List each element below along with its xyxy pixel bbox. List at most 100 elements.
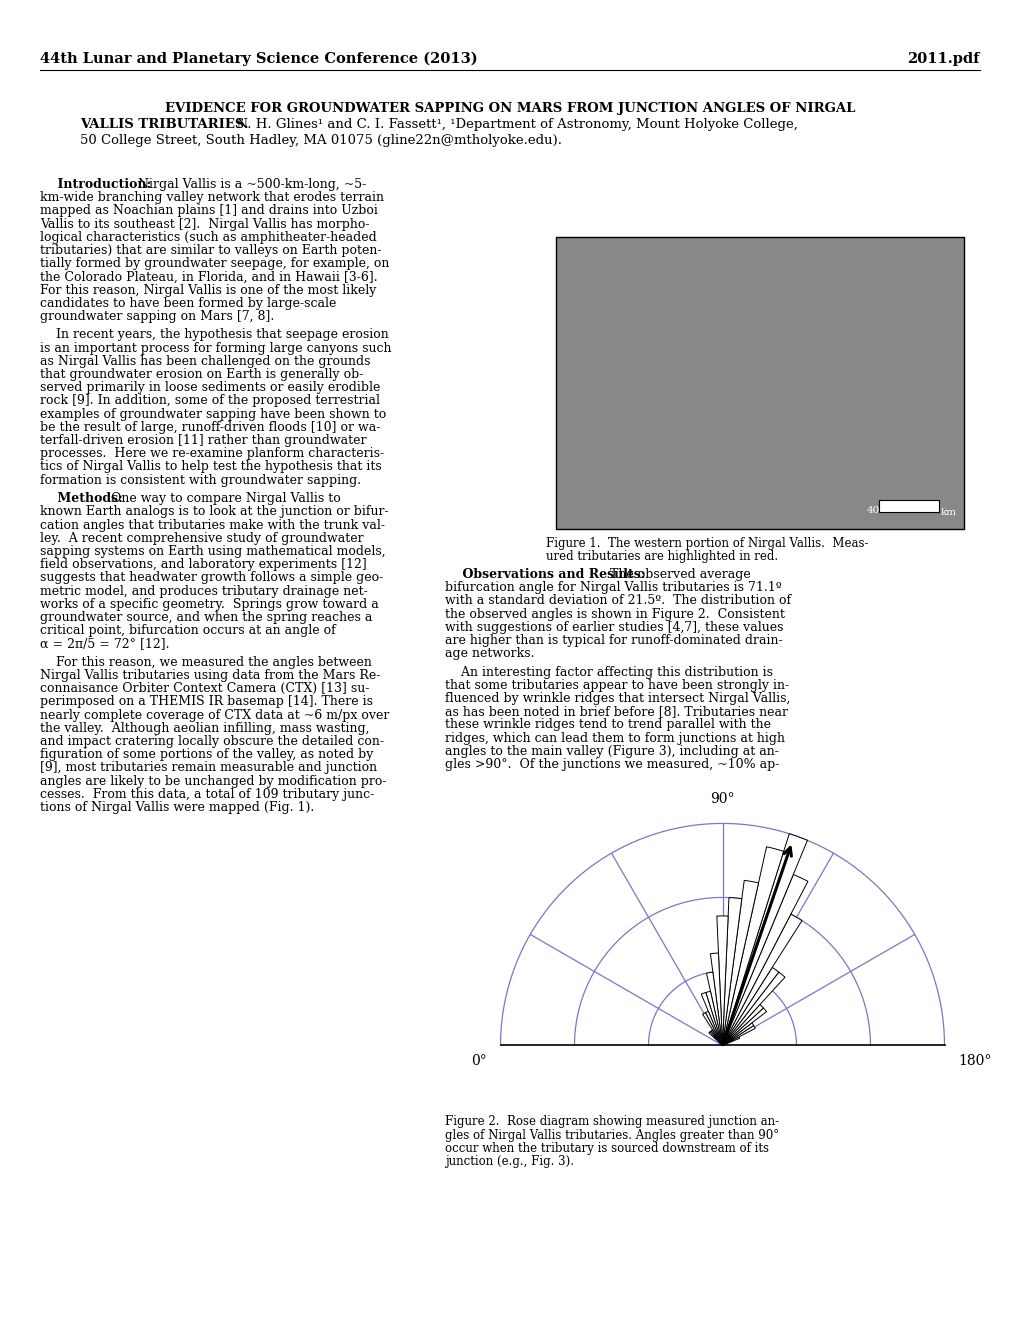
FancyBboxPatch shape	[555, 238, 963, 529]
Text: tics of Nirgal Vallis to help test the hypothesis that its: tics of Nirgal Vallis to help test the h…	[40, 461, 381, 474]
Polygon shape	[721, 898, 741, 1045]
Polygon shape	[721, 1023, 753, 1045]
Text: connaisance Orbiter Context Camera (CTX) [13] su-: connaisance Orbiter Context Camera (CTX)…	[40, 682, 369, 696]
Text: tions of Nirgal Vallis were mapped (Fig. 1).: tions of Nirgal Vallis were mapped (Fig.…	[40, 801, 314, 814]
Text: processes.  Here we re-examine planform characteris-: processes. Here we re-examine planform c…	[40, 447, 384, 461]
Text: Figure 2.  Rose diagram showing measured junction an-: Figure 2. Rose diagram showing measured …	[444, 1115, 779, 1129]
Text: and impact cratering locally obscure the detailed con-: and impact cratering locally obscure the…	[40, 735, 383, 748]
Polygon shape	[709, 1031, 721, 1045]
Text: 180°: 180°	[957, 1055, 990, 1068]
Text: examples of groundwater sapping have been shown to: examples of groundwater sapping have bee…	[40, 408, 386, 421]
Text: logical characteristics (such as amphitheater-headed: logical characteristics (such as amphith…	[40, 231, 376, 244]
Text: are higher than is typical for runoff-dominated drain-: are higher than is typical for runoff-do…	[444, 634, 782, 647]
Text: cation angles that tributaries make with the trunk val-: cation angles that tributaries make with…	[40, 519, 384, 532]
Polygon shape	[709, 953, 721, 1045]
Text: gles >90°.  Of the junctions we measured, ~10% ap-: gles >90°. Of the junctions we measured,…	[444, 758, 779, 771]
Text: ured tributaries are highlighted in red.: ured tributaries are highlighted in red.	[545, 550, 777, 564]
Polygon shape	[721, 880, 758, 1045]
Text: groundwater source, and when the spring reaches a: groundwater source, and when the spring …	[40, 611, 372, 624]
Text: Vallis to its southeast [2].  Nirgal Vallis has morpho-: Vallis to its southeast [2]. Nirgal Vall…	[40, 218, 369, 231]
Polygon shape	[721, 1008, 766, 1045]
Polygon shape	[706, 972, 721, 1045]
Text: junction (e.g., Fig. 3).: junction (e.g., Fig. 3).	[444, 1155, 574, 1168]
Text: perimposed on a THEMIS IR basemap [14]. There is: perimposed on a THEMIS IR basemap [14]. …	[40, 696, 373, 709]
Polygon shape	[716, 916, 728, 1045]
Text: In recent years, the hypothesis that seepage erosion: In recent years, the hypothesis that see…	[40, 329, 388, 342]
Text: that some tributaries appear to have been strongly in-: that some tributaries appear to have bee…	[444, 678, 789, 692]
Text: 40: 40	[866, 506, 879, 515]
Text: ridges, which can lead them to form junctions at high: ridges, which can lead them to form junc…	[444, 731, 785, 744]
Text: tially formed by groundwater seepage, for example, on: tially formed by groundwater seepage, fo…	[40, 257, 389, 271]
Text: terfall-driven erosion [11] rather than groundwater: terfall-driven erosion [11] rather than …	[40, 434, 366, 447]
Polygon shape	[721, 968, 779, 1045]
Text: candidates to have been formed by large-scale: candidates to have been formed by large-…	[40, 297, 336, 310]
Text: age networks.: age networks.	[444, 647, 534, 660]
Text: is an important process for forming large canyons such: is an important process for forming larg…	[40, 342, 391, 355]
Text: with suggestions of earlier studies [4,7], these values: with suggestions of earlier studies [4,7…	[444, 620, 783, 634]
Text: km-wide branching valley network that erodes terrain: km-wide branching valley network that er…	[40, 191, 383, 205]
Text: rock [9]. In addition, some of the proposed terrestrial: rock [9]. In addition, some of the propo…	[40, 395, 380, 408]
Text: the valley.  Although aeolian infilling, mass wasting,: the valley. Although aeolian infilling, …	[40, 722, 369, 735]
Text: Methods:: Methods:	[40, 492, 122, 506]
Polygon shape	[705, 991, 721, 1045]
Text: gles of Nirgal Vallis tributaries. Angles greater than 90°: gles of Nirgal Vallis tributaries. Angle…	[444, 1129, 779, 1142]
Text: that groundwater erosion on Earth is generally ob-: that groundwater erosion on Earth is gen…	[40, 368, 363, 381]
Text: 50 College Street, South Hadley, MA 01075 (gline22n@mtholyoke.edu).: 50 College Street, South Hadley, MA 0107…	[79, 135, 561, 147]
Text: with a standard deviation of 21.5º.  The distribution of: with a standard deviation of 21.5º. The …	[444, 594, 791, 607]
Text: suggests that headwater growth follows a simple geo-: suggests that headwater growth follows a…	[40, 572, 383, 585]
Text: For this reason, we measured the angles between: For this reason, we measured the angles …	[40, 656, 372, 669]
Polygon shape	[710, 1030, 721, 1045]
Text: α = 2π/5 = 72° [12].: α = 2π/5 = 72° [12].	[40, 638, 169, 651]
Text: Observations and Results:: Observations and Results:	[444, 568, 645, 581]
Text: groundwater sapping on Mars [7, 8].: groundwater sapping on Mars [7, 8].	[40, 310, 274, 323]
Text: VALLIS TRIBUTARIES.: VALLIS TRIBUTARIES.	[79, 117, 249, 131]
Text: tributaries) that are similar to valleys on Earth poten-: tributaries) that are similar to valleys…	[40, 244, 381, 257]
Text: occur when the tributary is sourced downstream of its: occur when the tributary is sourced down…	[444, 1142, 768, 1155]
Text: 2011.pdf: 2011.pdf	[907, 51, 979, 66]
Text: km: km	[941, 508, 956, 517]
Text: Nirgal Vallis is a ~500-km-long, ~5-: Nirgal Vallis is a ~500-km-long, ~5-	[135, 178, 366, 191]
Text: mapped as Noachian plains [1] and drains into Uzboi: mapped as Noachian plains [1] and drains…	[40, 205, 377, 218]
Text: 0°: 0°	[471, 1055, 487, 1068]
Text: formation is consistent with groundwater sapping.: formation is consistent with groundwater…	[40, 474, 361, 487]
Text: works of a specific geometry.  Springs grow toward a: works of a specific geometry. Springs gr…	[40, 598, 378, 611]
Text: be the result of large, runoff-driven floods [10] or wa-: be the result of large, runoff-driven fl…	[40, 421, 380, 434]
Text: the observed angles is shown in Figure 2.  Consistent: the observed angles is shown in Figure 2…	[444, 607, 784, 620]
Text: An interesting factor affecting this distribution is: An interesting factor affecting this dis…	[444, 665, 772, 678]
Text: metric model, and produces tributary drainage net-: metric model, and produces tributary dra…	[40, 585, 368, 598]
Polygon shape	[721, 1005, 762, 1045]
Text: these wrinkle ridges tend to trend parallel with the: these wrinkle ridges tend to trend paral…	[444, 718, 770, 731]
Text: 44th Lunar and Planetary Science Conference (2013): 44th Lunar and Planetary Science Confere…	[40, 51, 477, 66]
Polygon shape	[721, 1026, 755, 1045]
Text: The observed average: The observed average	[605, 568, 750, 581]
Text: [9], most tributaries remain measurable and junction: [9], most tributaries remain measurable …	[40, 762, 377, 775]
Text: For this reason, Nirgal Vallis is one of the most likely: For this reason, Nirgal Vallis is one of…	[40, 284, 376, 297]
Text: angles are likely to be unchanged by modification pro-: angles are likely to be unchanged by mod…	[40, 775, 386, 788]
Polygon shape	[721, 972, 785, 1045]
Text: nearly complete coverage of CTX data at ~6 m/px over: nearly complete coverage of CTX data at …	[40, 709, 389, 722]
Text: Introduction:: Introduction:	[40, 178, 151, 191]
Polygon shape	[705, 1011, 721, 1045]
Polygon shape	[702, 1012, 721, 1045]
Polygon shape	[721, 834, 807, 1045]
Text: known Earth analogs is to look at the junction or bifur-: known Earth analogs is to look at the ju…	[40, 506, 388, 519]
Text: served primarily in loose sediments or easily erodible: served primarily in loose sediments or e…	[40, 381, 380, 395]
Text: angles to the main valley (Figure 3), including at an-: angles to the main valley (Figure 3), in…	[444, 744, 779, 758]
Text: EVIDENCE FOR GROUNDWATER SAPPING ON MARS FROM JUNCTION ANGLES OF NIRGAL: EVIDENCE FOR GROUNDWATER SAPPING ON MARS…	[165, 102, 854, 115]
Polygon shape	[721, 915, 801, 1045]
Text: as Nirgal Vallis has been challenged on the grounds: as Nirgal Vallis has been challenged on …	[40, 355, 370, 368]
Text: critical point, bifurcation occurs at an angle of: critical point, bifurcation occurs at an…	[40, 624, 335, 638]
Polygon shape	[721, 875, 807, 1045]
Text: cesses.  From this data, a total of 109 tributary junc-: cesses. From this data, a total of 109 t…	[40, 788, 374, 801]
Text: ley.  A recent comprehensive study of groundwater: ley. A recent comprehensive study of gro…	[40, 532, 363, 545]
Text: bifurcation angle for Nirgal Vallis tributaries is 71.1º: bifurcation angle for Nirgal Vallis trib…	[444, 581, 781, 594]
Text: as has been noted in brief before [8]. Tributaries near: as has been noted in brief before [8]. T…	[444, 705, 788, 718]
Polygon shape	[721, 846, 783, 1045]
Polygon shape	[701, 993, 721, 1045]
Text: the Colorado Plateau, in Florida, and in Hawaii [3-6].: the Colorado Plateau, in Florida, and in…	[40, 271, 377, 284]
Text: Nirgal Vallis tributaries using data from the Mars Re-: Nirgal Vallis tributaries using data fro…	[40, 669, 380, 682]
Polygon shape	[708, 1032, 721, 1045]
Text: Figure 1.  The western portion of Nirgal Vallis.  Meas-: Figure 1. The western portion of Nirgal …	[545, 537, 867, 550]
Polygon shape	[721, 1038, 739, 1045]
Text: N. H. Glines¹ and C. I. Fassett¹, ¹Department of Astronomy, Mount Holyoke Colleg: N. H. Glines¹ and C. I. Fassett¹, ¹Depar…	[228, 117, 797, 131]
